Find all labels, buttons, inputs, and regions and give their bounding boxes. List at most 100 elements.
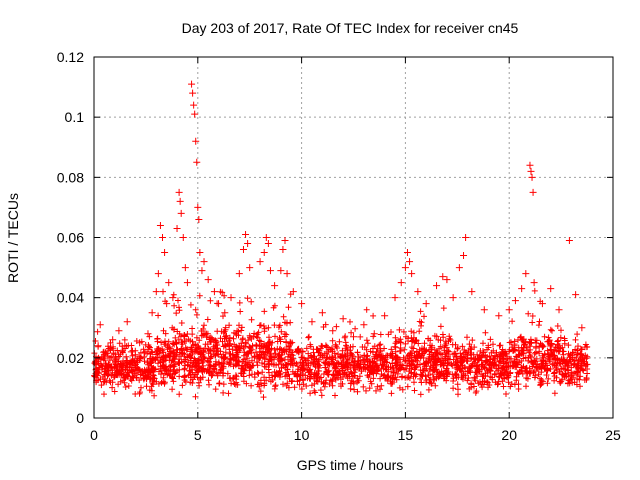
data-point: [210, 288, 218, 296]
data-point: [271, 282, 279, 290]
data-point: [163, 300, 171, 308]
data-point: [181, 264, 189, 272]
data-point: [455, 264, 463, 272]
data-point: [165, 279, 173, 287]
data-point: [468, 288, 476, 296]
x-tick-label: 15: [398, 427, 414, 443]
data-point: [449, 294, 457, 302]
data-point: [123, 318, 131, 326]
data-point: [505, 306, 513, 314]
data-point: [100, 351, 108, 359]
data-point: [339, 315, 347, 323]
data-point: [193, 158, 201, 166]
y-tick-label: 0.06: [57, 230, 84, 246]
data-point: [175, 188, 183, 196]
data-point: [329, 327, 337, 335]
axis-ticks: [93, 56, 614, 419]
x-tick-label: 10: [294, 427, 310, 443]
data-point: [242, 230, 250, 238]
data-point: [406, 258, 414, 266]
y-axis-label: ROTI / TECUs: [5, 193, 21, 283]
data-point: [227, 294, 235, 302]
data-point: [518, 285, 526, 293]
data-point: [173, 224, 181, 232]
data-point: [277, 267, 285, 275]
data-point: [140, 375, 148, 383]
data-point: [526, 161, 534, 169]
data-point: [159, 234, 167, 241]
y-tick-label: 0.1: [65, 109, 85, 125]
data-point: [195, 215, 203, 223]
data-point: [200, 258, 208, 266]
data-point: [192, 137, 200, 145]
data-point: [148, 309, 156, 317]
data-point: [350, 333, 357, 341]
data-point: [105, 366, 113, 374]
data-point: [318, 309, 326, 317]
data-point: [538, 300, 546, 308]
data-point: [522, 270, 530, 278]
data-point: [511, 297, 519, 305]
data-point: [169, 294, 177, 302]
data-point: [94, 342, 102, 350]
data-point: [127, 348, 135, 356]
data-point: [401, 264, 409, 272]
x-axis-label: GPS time / hours: [297, 457, 404, 473]
data-point: [462, 234, 470, 241]
data-point: [144, 330, 152, 338]
data-point: [578, 324, 586, 332]
data-point: [281, 237, 289, 245]
data-point: [198, 267, 206, 275]
data-point: [555, 306, 563, 314]
x-tick-label: 0: [90, 427, 98, 443]
data-point: [183, 279, 191, 287]
data-point: [279, 246, 287, 254]
data-point: [256, 258, 264, 266]
data-point: [527, 167, 535, 175]
data-point: [152, 288, 160, 296]
data-point: [132, 363, 140, 371]
data-point: [262, 234, 270, 241]
data-point: [529, 188, 537, 196]
data-point: [433, 282, 441, 290]
data-point: [408, 270, 416, 278]
data-point: [360, 321, 368, 329]
data-point: [414, 288, 422, 296]
y-tick-label: 0.04: [57, 290, 84, 306]
data-point: [308, 318, 316, 326]
data-point: [528, 173, 536, 181]
data-point: [188, 80, 196, 88]
data-point: [191, 110, 199, 118]
data-point: [283, 270, 291, 278]
data-point: [439, 273, 447, 281]
data-point: [289, 288, 297, 296]
data-point: [495, 312, 503, 320]
data-point: [547, 285, 555, 293]
x-tick-label: 20: [501, 427, 517, 443]
data-point: [189, 89, 197, 97]
data-point: [246, 264, 254, 272]
y-axis-tick-labels: 0 0.02 0.04 0.06 0.08 0.1 0.12: [57, 49, 84, 426]
y-tick-label: 0: [76, 410, 84, 426]
data-point: [480, 306, 488, 314]
data-point: [136, 339, 144, 347]
data-point: [460, 252, 468, 260]
data-point: [381, 312, 389, 320]
data-point: [111, 372, 119, 380]
data-point: [204, 276, 212, 284]
data-point: [115, 327, 123, 335]
data-point: [565, 237, 573, 245]
data-point: [235, 270, 243, 278]
data-point: [161, 249, 169, 257]
data-point: [530, 279, 538, 287]
y-tick-label: 0.08: [57, 169, 84, 185]
data-point: [154, 270, 162, 278]
data-point: [119, 357, 127, 365]
data-point: [370, 330, 378, 338]
data-point: [572, 291, 580, 299]
data-point: [176, 197, 184, 205]
data-point: [244, 240, 252, 248]
data-point: [260, 249, 268, 257]
data-point: [221, 309, 229, 317]
data-point: [194, 203, 202, 211]
